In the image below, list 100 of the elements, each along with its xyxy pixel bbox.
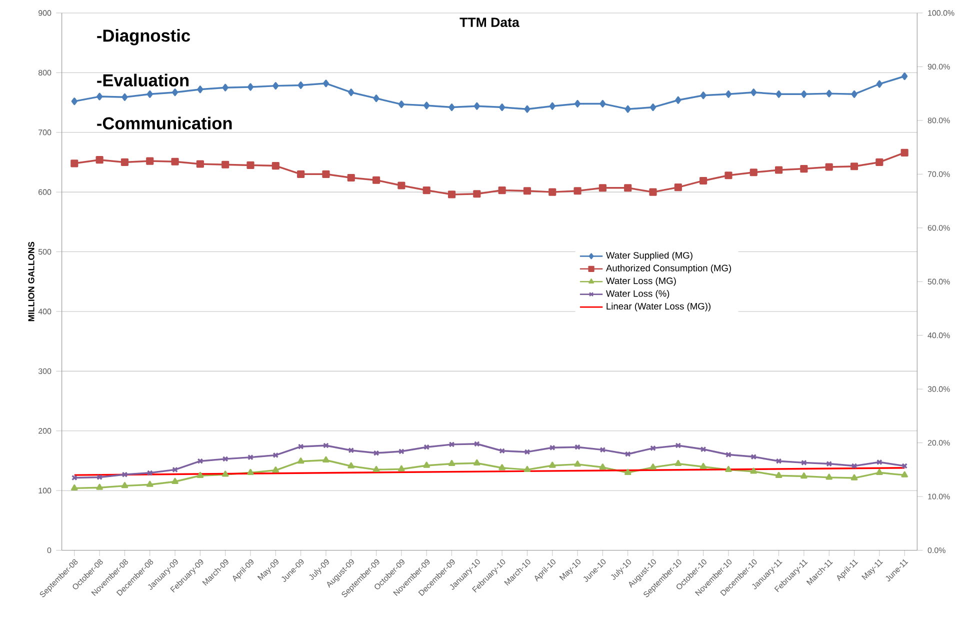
point [700,176,708,184]
chart-title: TTM Data [460,18,520,27]
point [272,466,280,473]
point [398,465,405,472]
point [876,80,882,88]
point [322,456,330,462]
point [724,172,732,180]
point [902,72,908,80]
point [876,158,884,166]
point [473,190,481,198]
point [448,190,456,198]
y-axis-title: MILLION GALLONS [28,242,34,322]
point [121,482,128,488]
point [247,468,254,475]
point [347,174,355,182]
point [800,90,807,98]
point [499,448,505,454]
point [498,464,506,470]
point [650,103,656,112]
point [900,148,908,156]
point [96,156,104,164]
point [322,170,330,178]
point [272,82,279,90]
point [876,468,883,475]
legend-label: Water Supplied (MG) [606,252,692,260]
legend-label: Authorized Consumption (MG) [606,264,732,274]
point [222,470,229,477]
point [851,90,858,98]
point [850,162,858,170]
point [146,480,154,487]
legend-label: Water Loss (MG) [606,277,676,286]
annotation: -Evaluation [97,74,189,86]
point [448,103,455,112]
point [574,460,581,467]
point [800,472,808,479]
point [750,468,758,474]
point [700,446,706,452]
point [398,100,404,108]
point [825,163,833,171]
point [448,441,455,448]
point [598,184,606,192]
point [574,444,580,450]
point [222,84,228,92]
point [372,176,380,184]
point [726,452,732,458]
point [776,90,782,98]
point [599,463,606,470]
point [322,80,330,88]
point [675,442,682,448]
point [172,478,178,484]
point [624,105,631,113]
point [96,474,102,480]
point [674,460,682,466]
point [826,90,832,98]
point [524,105,530,113]
point [70,160,78,168]
point [71,484,78,490]
point [96,92,103,100]
point [373,450,380,456]
point [574,100,581,108]
point [700,92,706,100]
point [674,183,682,192]
point [120,158,128,166]
point [323,442,329,448]
point [248,454,254,460]
point [196,472,204,478]
point [750,454,757,460]
point [423,462,430,468]
point [398,182,406,190]
annotation: -Communication [97,116,232,130]
annotation: -Diagnostic [97,29,190,46]
point [196,160,204,168]
point [247,83,254,91]
point [298,81,304,89]
point [96,484,103,490]
point [624,184,632,192]
point [624,451,631,457]
point [600,100,606,108]
point [675,96,682,104]
legend-label: Water Loss (%) [606,290,670,299]
point [71,98,78,106]
point [373,94,380,102]
point [297,458,304,464]
point [222,160,230,168]
point [146,90,153,98]
point [272,162,280,170]
point [523,187,532,195]
point [348,462,355,468]
point [549,444,556,451]
point [474,459,480,466]
point [448,460,456,466]
point [624,468,632,475]
point [574,187,582,195]
point [197,458,204,464]
point [901,471,908,478]
point [776,458,782,464]
point [774,166,783,174]
point [775,472,782,478]
point [348,447,354,454]
point [246,161,254,169]
